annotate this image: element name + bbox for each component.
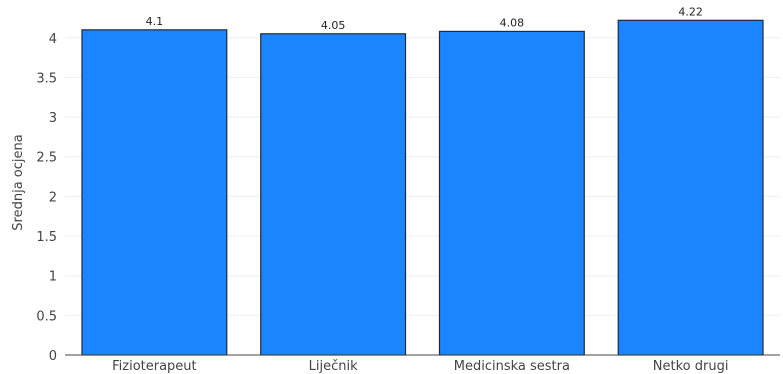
y-tick-label: 2 [49,190,57,205]
x-tick-label: Netko drugi [653,359,729,374]
data-label: 4.22 [678,5,703,18]
bars [81,19,764,356]
y-tick-label: 1.5 [36,230,57,245]
y-tick-label: 2.5 [36,151,57,166]
bar-3 [438,30,585,356]
y-axis-title: Srednja ocjena [11,134,26,230]
y-tick-label: 0.5 [36,309,57,324]
y-tick-label: 4 [49,32,57,47]
x-tick-label: Medicinska sestra [454,359,570,374]
bar-2 [260,33,407,356]
data-label: 4.05 [321,19,346,32]
x-tick-label: Liječnik [309,359,358,374]
y-tick-label: 3 [49,111,57,126]
y-axis-ticks: 0 0.5 1 1.5 2 2.5 3 3.5 4 [36,32,57,364]
x-tick-label: Fizioterapeut [112,359,197,374]
x-axis-ticks: Fizioterapeut Liječnik Medicinska sestra Ne… [112,359,728,374]
y-tick-label: 0 [49,349,57,364]
data-label: 4.08 [500,16,525,29]
data-labels: 4.1 4.05 4.08 4.22 [146,5,703,31]
data-label: 4.1 [146,15,164,28]
y-tick-label: 1 [49,270,57,285]
y-tick-label: 3.5 [36,71,57,86]
bar-1 [81,29,228,356]
bar-4 [617,19,764,356]
